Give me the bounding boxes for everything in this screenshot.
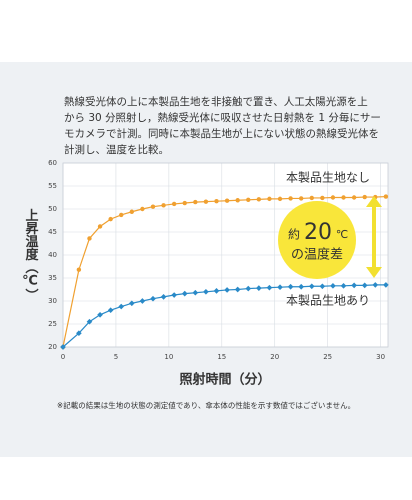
annotation-text: の温度差 bbox=[291, 247, 343, 263]
data-point bbox=[298, 283, 305, 290]
data-point bbox=[181, 290, 188, 297]
data-point bbox=[330, 282, 336, 289]
plot-frame bbox=[62, 162, 389, 348]
data-point bbox=[193, 199, 198, 205]
data-point bbox=[256, 197, 262, 202]
data-point bbox=[256, 285, 262, 291]
data-point bbox=[362, 194, 367, 200]
x-tick-label: 0 bbox=[61, 353, 65, 361]
data-point bbox=[214, 198, 219, 204]
data-point bbox=[118, 303, 125, 310]
data-point bbox=[97, 311, 103, 318]
annotation-circle bbox=[278, 201, 356, 279]
data-point bbox=[97, 224, 103, 229]
annotation-text: 約 bbox=[288, 227, 300, 242]
data-point bbox=[119, 212, 124, 218]
data-point bbox=[108, 216, 113, 222]
data-point bbox=[246, 197, 251, 202]
footnote: ※記載の結果は生地の状態の測定値であり、傘本体の性能を示す数値ではございません。 bbox=[57, 400, 355, 410]
y-tick-label: 25 bbox=[48, 320, 57, 328]
description-line: モカメラで計測。同時に本製品生地が上にない状態の熱線受光体を bbox=[64, 127, 379, 140]
data-point bbox=[330, 195, 336, 200]
data-point bbox=[351, 195, 357, 200]
data-point bbox=[266, 284, 273, 291]
annotation-text: 20 bbox=[304, 220, 332, 245]
data-point bbox=[161, 203, 166, 208]
arrow-head bbox=[366, 267, 382, 278]
data-point bbox=[319, 283, 326, 290]
annotation-text: ℃ bbox=[336, 228, 348, 241]
data-point bbox=[140, 206, 145, 212]
data-point bbox=[150, 204, 156, 209]
data-point bbox=[288, 196, 293, 201]
y-tick-label: 40 bbox=[48, 251, 57, 259]
data-point bbox=[192, 289, 199, 296]
data-point bbox=[235, 198, 240, 203]
data-point bbox=[351, 282, 357, 289]
data-point bbox=[320, 195, 325, 201]
arrow-head bbox=[366, 196, 382, 207]
data-point bbox=[76, 267, 82, 272]
y-tick-label: 50 bbox=[48, 205, 57, 213]
data-point bbox=[160, 294, 167, 300]
data-point bbox=[224, 287, 230, 293]
data-point bbox=[308, 283, 315, 290]
x-tick-label: 5 bbox=[114, 353, 118, 361]
data-point bbox=[203, 199, 209, 204]
x-tick-label: 30 bbox=[376, 353, 385, 361]
data-point bbox=[277, 284, 283, 291]
data-point bbox=[213, 288, 220, 294]
data-point bbox=[267, 196, 272, 202]
description-line: から 30 分照射し，熱線受光体に吸収させた日射熱を 1 分毎にサー bbox=[64, 111, 381, 124]
data-point bbox=[383, 282, 389, 288]
description-line: 計測し、温度を比較。 bbox=[64, 143, 169, 156]
data-point bbox=[87, 236, 92, 241]
y-tick-label: 45 bbox=[48, 228, 57, 236]
y-tick-label: 60 bbox=[48, 159, 57, 167]
data-point bbox=[341, 195, 346, 200]
data-point bbox=[309, 195, 314, 201]
data-point bbox=[171, 201, 177, 207]
data-point bbox=[203, 288, 209, 295]
data-point bbox=[76, 330, 82, 337]
x-tick-label: 15 bbox=[217, 353, 226, 361]
data-point bbox=[234, 286, 241, 293]
data-point bbox=[245, 285, 252, 292]
data-point bbox=[128, 300, 135, 307]
data-point bbox=[171, 292, 177, 298]
x-tick-label: 25 bbox=[323, 353, 332, 361]
legend-label: 本製品生地あり bbox=[286, 294, 370, 308]
legend-label: 本製品生地なし bbox=[286, 171, 370, 185]
y-tick-label: 55 bbox=[48, 182, 57, 190]
data-point bbox=[372, 282, 379, 288]
data-point bbox=[107, 307, 114, 314]
data-point bbox=[361, 282, 368, 289]
x-axis-label: 照射時間（分） bbox=[179, 372, 270, 388]
x-tick-label: 10 bbox=[164, 353, 173, 361]
description-line: 熱線受光体の上に本製品生地を非接触で置き、人工太陽光源を上 bbox=[64, 95, 368, 108]
y-tick-label: 30 bbox=[48, 297, 57, 305]
data-point bbox=[224, 198, 230, 203]
data-point bbox=[182, 200, 187, 206]
data-point bbox=[298, 196, 304, 201]
data-point bbox=[287, 283, 294, 290]
data-point bbox=[86, 318, 93, 325]
y-axis-label: 上昇温度（℃） bbox=[22, 209, 39, 302]
y-tick-label: 35 bbox=[48, 274, 57, 282]
data-point bbox=[129, 209, 135, 214]
y-tick-label: 20 bbox=[48, 343, 57, 351]
data-point bbox=[139, 298, 146, 304]
x-tick-label: 20 bbox=[270, 353, 279, 361]
data-point bbox=[340, 282, 347, 289]
data-point bbox=[277, 196, 283, 202]
data-point bbox=[383, 194, 389, 199]
data-point bbox=[150, 295, 156, 302]
